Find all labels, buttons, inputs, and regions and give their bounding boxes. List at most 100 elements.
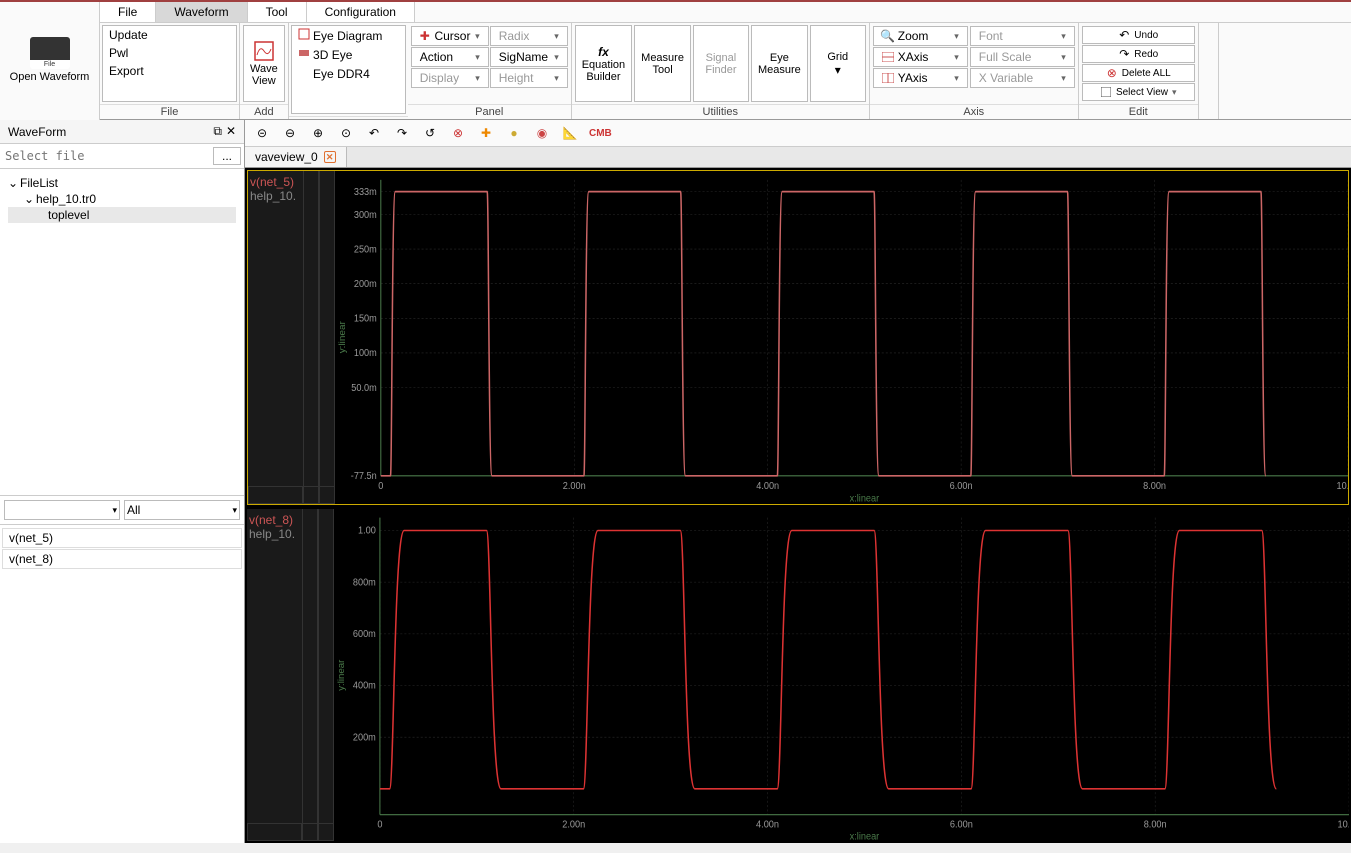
signal-button[interactable]: Signal Finder <box>693 25 749 102</box>
filter-right[interactable]: All▾ <box>124 500 240 520</box>
tree-item[interactable]: ⌄FileList <box>8 175 236 191</box>
undo-icon[interactable]: ↶ <box>365 124 383 142</box>
xaxis-button[interactable]: XAxis▾ <box>873 47 968 67</box>
plot-signal-names: v(net_5)help_10. <box>248 171 303 504</box>
add-group-label: Add <box>240 104 288 119</box>
utilities-group-label: Utilities <box>572 104 869 119</box>
radix-button[interactable]: Radix▾ <box>490 26 568 46</box>
wave-tab-label: vaveview_0 <box>255 150 318 164</box>
display-button[interactable]: Display▾ <box>411 68 489 88</box>
plot-chart[interactable]: 02.00n4.00n6.00n8.00n10.0n-77.5n50.0m100… <box>335 171 1348 504</box>
plot-ruler <box>318 509 334 842</box>
select-view-button[interactable]: Select View ▾ <box>1082 83 1195 101</box>
eye-item-icon <box>298 66 310 78</box>
wave-tab[interactable]: vaveview_0 ✕ <box>245 147 347 167</box>
eye-item[interactable]: 3D Eye <box>292 45 405 64</box>
edit-group-label: Edit <box>1079 104 1198 119</box>
file-group-label: File <box>100 104 239 119</box>
svg-text:y:linear: y:linear <box>338 320 349 353</box>
file-item-update[interactable]: Update <box>103 26 236 44</box>
tab-configuration[interactable]: Configuration <box>307 2 415 22</box>
svg-text:250m: 250m <box>354 244 377 255</box>
plot-ruler <box>319 171 335 504</box>
tab-waveform[interactable]: Waveform <box>156 2 247 22</box>
select-file-input[interactable] <box>3 147 213 165</box>
delete-icon[interactable]: ⊗ <box>449 124 467 142</box>
ribbon: UpdatePwlExport File Wave View Add Eye D… <box>100 23 1351 120</box>
zoom-icon: 🔍 <box>882 30 894 42</box>
eye-button[interactable]: Eye Measure <box>751 25 808 102</box>
side-panel-title: WaveForm <box>8 125 66 139</box>
main-tabs: FileWaveformToolConfiguration <box>100 2 1351 23</box>
plot-bottom-bar <box>248 486 1348 504</box>
circle2-icon[interactable]: ◉ <box>533 124 551 142</box>
wave-view-icon <box>254 41 274 61</box>
plot-signal-names: v(net_8)help_10. <box>247 509 302 842</box>
measure-button[interactable]: Measure Tool <box>634 25 691 102</box>
close-tab-icon[interactable]: ✕ <box>324 151 336 163</box>
full-scale-button[interactable]: Full Scale▾ <box>970 47 1075 67</box>
reset-icon[interactable]: ↺ <box>421 124 439 142</box>
delete-all-button[interactable]: ⊗ Delete ALL <box>1082 64 1195 82</box>
browse-button[interactable]: ... <box>213 147 241 165</box>
redo-icon[interactable]: ↷ <box>393 124 411 142</box>
svg-text:400m: 400m <box>353 679 376 690</box>
tree-item[interactable]: toplevel <box>8 207 236 223</box>
close-panel-icon[interactable]: ✕ <box>226 124 236 139</box>
file-icon <box>30 37 70 67</box>
axis-group-label: Axis <box>870 104 1078 119</box>
font-button[interactable]: Font▾ <box>970 26 1075 46</box>
waveform-plot[interactable]: v(net_8)help_10.02.00n4.00n6.00n8.00n10.… <box>247 509 1349 842</box>
tree-item[interactable]: ⌄help_10.tr0 <box>8 191 236 207</box>
svg-text:200m: 200m <box>354 279 377 290</box>
eye-item[interactable]: Eye Diagram <box>292 26 405 45</box>
eye-item-icon <box>298 28 310 40</box>
action-button[interactable]: Action▾ <box>411 47 489 67</box>
svg-text:200m: 200m <box>353 731 376 742</box>
wave-toolbar: ⊝ ⊖ ⊕ ⊙ ↶ ↷ ↺ ⊗ ✚ ● ◉ 📐 CMB <box>245 120 1351 147</box>
circle1-icon[interactable]: ● <box>505 124 523 142</box>
file-item-export[interactable]: Export <box>103 62 236 80</box>
zoom-out-full-icon[interactable]: ⊝ <box>253 124 271 142</box>
tab-file[interactable]: File <box>100 2 156 22</box>
ruler-icon[interactable]: 📐 <box>561 124 579 142</box>
redo-button[interactable]: ↷ Redo <box>1082 45 1195 63</box>
file-item-pwl[interactable]: Pwl <box>103 44 236 62</box>
waveform-plot[interactable]: v(net_5)help_10. 02.00n4.00n6.00n8.00n10.… <box>247 170 1349 505</box>
zoom-in-icon[interactable]: ⊕ <box>309 124 327 142</box>
file-list: UpdatePwlExport <box>102 25 237 102</box>
svg-text:300m: 300m <box>354 209 377 220</box>
plot-chart[interactable]: 02.00n4.00n6.00n8.00n10.0n-509u200m400m6… <box>334 509 1349 842</box>
svg-text:50.0m: 50.0m <box>351 383 376 394</box>
plot-bottom-bar <box>247 823 1349 841</box>
wave-view-button[interactable]: Wave View <box>243 25 285 102</box>
equation-button[interactable]: fxEquation Builder <box>575 25 632 102</box>
tab-tool[interactable]: Tool <box>248 2 307 22</box>
zoom-button[interactable]: 🔍Zoom▾ <box>873 26 968 46</box>
signal-item[interactable]: v(net_8) <box>2 549 242 569</box>
eye-item-icon <box>298 47 310 59</box>
eye-list: Eye Diagram 3D Eye Eye DDR4 <box>291 25 406 114</box>
sel-icon <box>1100 86 1112 98</box>
filter-left[interactable]: ▾ <box>4 500 120 520</box>
del-icon: ⊗ <box>1106 67 1118 79</box>
undo-button[interactable]: ↶ Undo <box>1082 26 1195 44</box>
yaxis-button[interactable]: YAxis▾ <box>873 68 968 88</box>
svg-text:600m: 600m <box>353 627 376 638</box>
plot-ruler <box>302 509 318 842</box>
undo-icon: ↶ <box>1118 29 1130 41</box>
undock-icon[interactable]: ⧉ <box>213 124 222 139</box>
zoom-out-icon[interactable]: ⊖ <box>281 124 299 142</box>
grid-button[interactable]: Grid▾ <box>810 25 866 102</box>
open-waveform-button[interactable]: Open Waveform <box>0 2 100 120</box>
side-panel: WaveForm ⧉ ✕ ... ⌄FileList⌄help_10.tr0to… <box>0 120 245 843</box>
zoom-fit-icon[interactable]: ⊙ <box>337 124 355 142</box>
crosshair-icon[interactable]: ✚ <box>477 124 495 142</box>
height-button[interactable]: Height▾ <box>490 68 568 88</box>
signal-item[interactable]: v(net_5) <box>2 528 242 548</box>
svg-text:800m: 800m <box>353 576 376 587</box>
x-variable-button[interactable]: X Variable▾ <box>970 68 1075 88</box>
eye-item[interactable]: Eye DDR4 <box>292 64 405 83</box>
cursor-button[interactable]: ✚ Cursor▾ <box>411 26 489 46</box>
signame-button[interactable]: SigName▾ <box>490 47 568 67</box>
